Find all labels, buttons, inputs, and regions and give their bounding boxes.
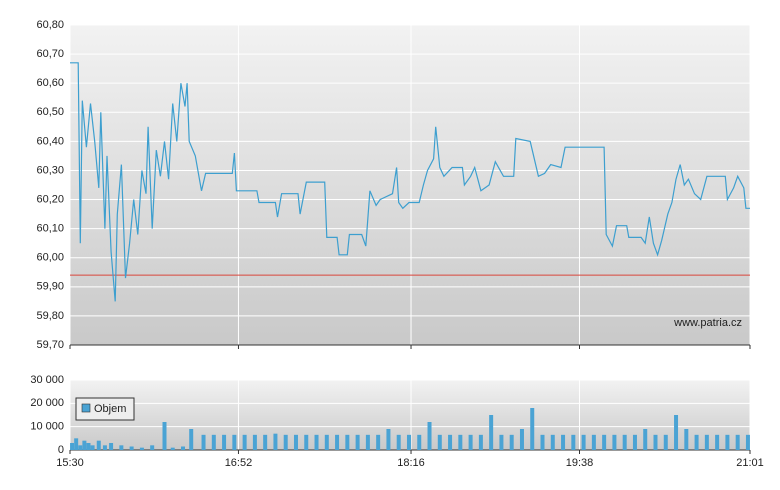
volume-bar [653, 434, 658, 450]
volume-bar [211, 434, 216, 450]
y-tick-label: 0 [58, 444, 64, 456]
volume-bar [622, 434, 627, 450]
volume-bar [222, 434, 227, 450]
volume-bar [139, 447, 144, 450]
volume-bar [82, 440, 87, 450]
volume-bar [591, 434, 596, 450]
volume-bar [189, 429, 194, 450]
volume-bar [70, 443, 75, 450]
volume-bar [252, 434, 257, 450]
volume-bar [674, 415, 679, 450]
y-tick-label: 60,30 [36, 164, 64, 176]
y-tick-label: 60,50 [36, 106, 64, 118]
volume-bar [242, 434, 247, 450]
volume-bar [201, 434, 206, 450]
volume-bar [324, 434, 329, 450]
legend-box [75, 397, 135, 421]
volume-bar [581, 434, 586, 450]
y-tick-label: 10 000 [30, 421, 64, 433]
volume-bar [571, 434, 576, 450]
volume-bar [314, 434, 319, 450]
volume-bar [735, 434, 740, 450]
y-tick-label: 60,60 [36, 77, 64, 89]
volume-bar [489, 415, 494, 450]
volume-bar [355, 434, 360, 450]
volume-bar [684, 429, 689, 450]
volume-bar [540, 434, 545, 450]
volume-bar [102, 445, 107, 450]
volume-bar [170, 447, 175, 450]
volume-bar [396, 434, 401, 450]
volume-bar [304, 434, 309, 450]
y-tick-label: 60,20 [36, 193, 64, 205]
volume-bar [129, 446, 134, 450]
volume-bar [602, 434, 607, 450]
volume-bar [745, 434, 750, 450]
volume-bar [530, 408, 535, 450]
volume-bar [273, 433, 278, 450]
x-tick-label: 21:01 [736, 457, 764, 469]
volume-bar [119, 445, 124, 450]
volume-bar [519, 429, 524, 450]
volume-bar [376, 434, 381, 450]
volume-bar [74, 438, 79, 450]
y-tick-label: 60,70 [36, 48, 64, 60]
volume-bar [90, 445, 95, 450]
volume-bar [663, 434, 668, 450]
volume-bar [694, 434, 699, 450]
volume-bar [448, 434, 453, 450]
volume-bar [162, 422, 167, 450]
price-line [70, 62, 750, 302]
x-tick-label: 18:16 [397, 457, 425, 469]
y-tick-label: 59,90 [36, 281, 64, 293]
volume-bar [417, 434, 422, 450]
volume-bar [293, 434, 298, 450]
volume-bar [509, 434, 514, 450]
volume-bar [109, 443, 114, 450]
volume-bar [437, 434, 442, 450]
volume-bar [365, 434, 370, 450]
y-tick-label: 59,80 [36, 310, 64, 322]
legend-label: Objem [94, 403, 126, 415]
volume-bar [715, 434, 720, 450]
volume-bar [335, 434, 340, 450]
volume-bar [478, 434, 483, 450]
volume-bar [632, 434, 637, 450]
y-tick-label: 59,70 [36, 339, 64, 351]
volume-bar [86, 443, 91, 450]
y-tick-label: 60,80 [36, 19, 64, 31]
volume-bar [561, 434, 566, 450]
y-tick-label: 60,40 [36, 135, 64, 147]
volume-bar [263, 434, 268, 450]
volume-bar [345, 434, 350, 450]
volume-bar [283, 434, 288, 450]
legend-swatch [81, 403, 91, 413]
volume-bar [150, 445, 155, 450]
volume-bar [427, 422, 432, 450]
x-tick-label: 19:38 [566, 457, 594, 469]
volume-bar [643, 429, 648, 450]
watermark: www.patria.cz [673, 317, 742, 329]
x-tick-label: 16:52 [225, 457, 253, 469]
y-tick-label: 20 000 [30, 397, 64, 409]
price-panel [70, 25, 750, 345]
volume-bar [180, 446, 185, 450]
y-tick-label: 60,10 [36, 223, 64, 235]
volume-bar [704, 434, 709, 450]
y-tick-label: 30 000 [30, 374, 64, 386]
volume-bar [612, 434, 617, 450]
volume-bar [725, 434, 730, 450]
volume-bar [550, 434, 555, 450]
volume-bar [78, 445, 83, 450]
volume-bar [499, 434, 504, 450]
volume-bar [468, 434, 473, 450]
volume-bar [96, 440, 101, 450]
y-tick-label: 60,00 [36, 252, 64, 264]
volume-bar [406, 434, 411, 450]
volume-bar [386, 429, 391, 450]
x-tick-label: 15:30 [56, 457, 84, 469]
volume-bar [458, 434, 463, 450]
volume-bar [232, 434, 237, 450]
